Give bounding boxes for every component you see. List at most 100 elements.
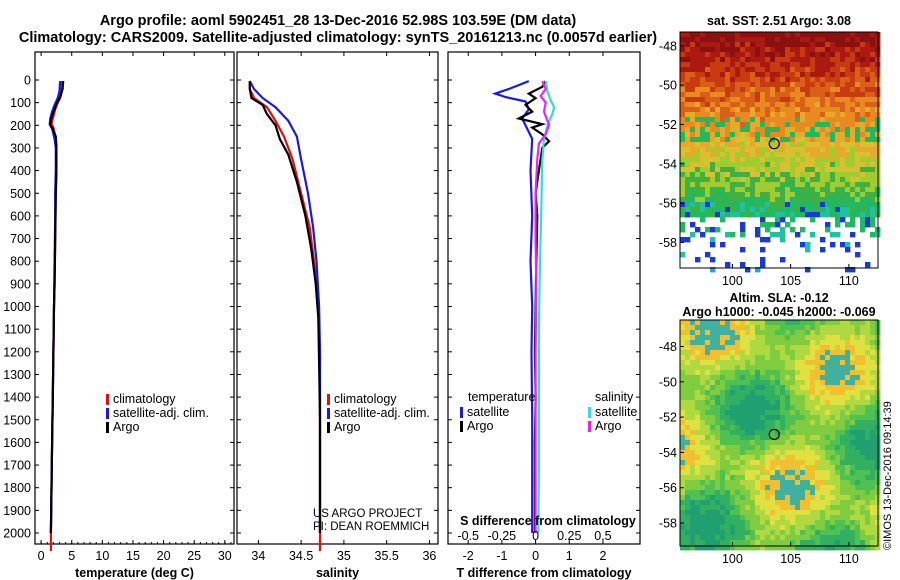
x-axis-label: temperature (deg C) (75, 566, 194, 580)
legend-label: climatology (334, 392, 397, 406)
map-cell (745, 207, 751, 213)
map-cell (715, 480, 721, 486)
map-cell (690, 535, 696, 541)
map-cell (715, 390, 721, 396)
map-cell (800, 385, 806, 391)
map-cell (800, 87, 806, 93)
map-cell (770, 222, 776, 228)
map-cell (865, 320, 871, 326)
map-cell (815, 395, 821, 401)
map-cell (870, 47, 876, 53)
map-cell (815, 410, 821, 416)
map-cell (855, 107, 861, 113)
map-cell (700, 107, 706, 113)
map-cell (710, 440, 716, 446)
map-cell (795, 400, 801, 406)
map-cell (800, 520, 806, 526)
map-cell (740, 485, 746, 491)
map-cell (680, 87, 686, 93)
map-cell (735, 355, 741, 361)
map-cell (740, 490, 746, 496)
map-cell (815, 430, 821, 436)
map-cell (770, 97, 776, 103)
map-cell (810, 127, 816, 133)
map-cell (760, 535, 766, 541)
map-cell (870, 340, 876, 346)
map-cell (865, 97, 871, 103)
map-cell (760, 425, 766, 431)
map-cell (700, 92, 706, 98)
map-cell (855, 545, 861, 551)
map-cell (840, 137, 846, 143)
map-cell (775, 475, 781, 481)
map-cell (745, 400, 751, 406)
map-cell (735, 375, 741, 381)
map-cell (730, 62, 736, 68)
map-cell (750, 385, 756, 391)
map-cell (800, 67, 806, 73)
map-cell (690, 480, 696, 486)
map-cell (720, 162, 726, 168)
map-cell (680, 535, 686, 541)
legend-swatch (588, 407, 591, 418)
map-cell (790, 132, 796, 138)
map-cell (755, 475, 761, 481)
map-cell (825, 375, 831, 381)
map-cell (710, 365, 716, 371)
map-cell (785, 535, 791, 541)
map-cell (700, 72, 706, 78)
map-cell (835, 375, 841, 381)
map-cell (855, 485, 861, 491)
map-cell (750, 425, 756, 431)
map-cell (855, 102, 861, 108)
map-cell (790, 192, 796, 198)
map-cell (690, 540, 696, 546)
map-cell (850, 57, 856, 63)
map-cell (740, 445, 746, 451)
map-cell (775, 355, 781, 361)
map-cell (745, 87, 751, 93)
map-cell (860, 345, 866, 351)
map-cell (730, 192, 736, 198)
map-cell (775, 62, 781, 68)
map-cell (850, 117, 856, 123)
map-cell (740, 350, 746, 356)
map-cell (735, 390, 741, 396)
map-cell (865, 400, 871, 406)
map-cell (695, 420, 701, 426)
map-cell (690, 42, 696, 48)
map-cell (765, 395, 771, 401)
map-cell (685, 530, 691, 536)
map-cell (845, 62, 851, 68)
map-cell (760, 142, 766, 148)
map-cell (700, 132, 706, 138)
map-cell (685, 127, 691, 133)
map-cell (840, 400, 846, 406)
map-cell (740, 320, 746, 326)
map-cell (785, 440, 791, 446)
map-cell (700, 32, 706, 38)
map-cell (755, 62, 761, 68)
legend-swatch (327, 422, 330, 433)
map-cell (855, 540, 861, 546)
map-cell (735, 52, 741, 58)
map-cell (785, 370, 791, 376)
map-cell (700, 380, 706, 386)
map-cell (710, 187, 716, 193)
map-cell (850, 197, 856, 203)
map-cell (855, 87, 861, 93)
map-cell (680, 172, 686, 178)
map-cell (795, 365, 801, 371)
map-cell (710, 32, 716, 38)
map-cell (710, 490, 716, 496)
map-cell (825, 52, 831, 58)
map-cell (760, 395, 766, 401)
map-cell (700, 520, 706, 526)
map-cell (790, 445, 796, 451)
map-cell (760, 237, 766, 243)
map-cell (730, 360, 736, 366)
map-x-tick-label: 110 (839, 274, 859, 288)
map-cell (735, 67, 741, 73)
map-cell (695, 480, 701, 486)
map-cell (815, 117, 821, 123)
